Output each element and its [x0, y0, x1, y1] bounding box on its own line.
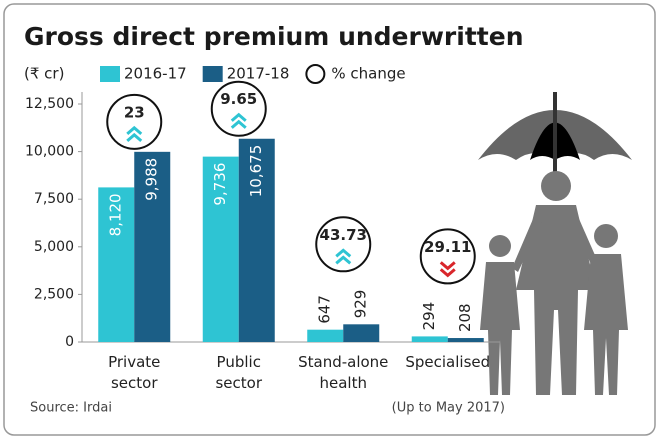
x-tick-label: Specialised [405, 353, 490, 371]
bar [447, 338, 484, 342]
change-arrow [439, 268, 456, 278]
y-tick-label: 5,000 [34, 239, 74, 255]
illustration [478, 92, 632, 395]
value-label: 208 [456, 303, 474, 332]
value-label: 9,988 [143, 158, 161, 201]
legend-circle [305, 64, 326, 84]
bar [134, 151, 171, 342]
legend-swatch [202, 66, 223, 82]
chart-title: Gross direct premium underwritten [24, 22, 524, 51]
y-tick-label: 2,500 [34, 286, 74, 302]
value-label: 9,736 [211, 163, 229, 206]
x-tick-label: Private sector [108, 353, 160, 392]
bar [307, 329, 344, 342]
value-label: 647 [316, 295, 334, 324]
change-arrow [126, 125, 143, 135]
change-arrow [335, 248, 352, 258]
value-label: 8,120 [107, 193, 125, 236]
y-tick-label: 12,500 [25, 96, 74, 112]
note: (Up to May 2017) [392, 401, 505, 416]
change-label: 43.73 [320, 226, 367, 244]
bar [202, 156, 239, 342]
value-label: 929 [352, 290, 370, 319]
y-tick-label: 10,000 [25, 144, 74, 160]
legend-label: % change [331, 65, 405, 83]
y-tick-label: 7,500 [34, 191, 74, 207]
change-arrow [126, 132, 143, 142]
change-label: 29.11 [424, 238, 471, 256]
change-arrow [439, 261, 456, 271]
bar [411, 336, 448, 342]
change-arrow [230, 112, 247, 122]
change-circle [315, 216, 372, 273]
change-circle [106, 93, 163, 150]
legend-label: 2016-17 [124, 65, 187, 83]
legend-label: 2017-18 [227, 65, 290, 83]
change-circle [419, 228, 476, 285]
x-tick-label: Public sector [215, 353, 262, 392]
change-arrow [335, 255, 352, 265]
bar [343, 324, 380, 342]
bar [98, 187, 135, 342]
value-label: 294 [420, 302, 438, 331]
y-tick-label: 0 [65, 334, 74, 350]
source: Source: Irdai [30, 401, 112, 416]
change-label: 23 [124, 103, 145, 121]
change-label: 9.65 [220, 90, 257, 108]
bar [238, 138, 275, 342]
legend-swatch [100, 66, 120, 82]
change-circle [210, 80, 267, 137]
value-label: 10,675 [247, 145, 265, 198]
x-tick-label: Stand-alone health [298, 353, 388, 392]
unit-label: (₹ cr) [24, 65, 64, 83]
change-arrow [230, 119, 247, 129]
